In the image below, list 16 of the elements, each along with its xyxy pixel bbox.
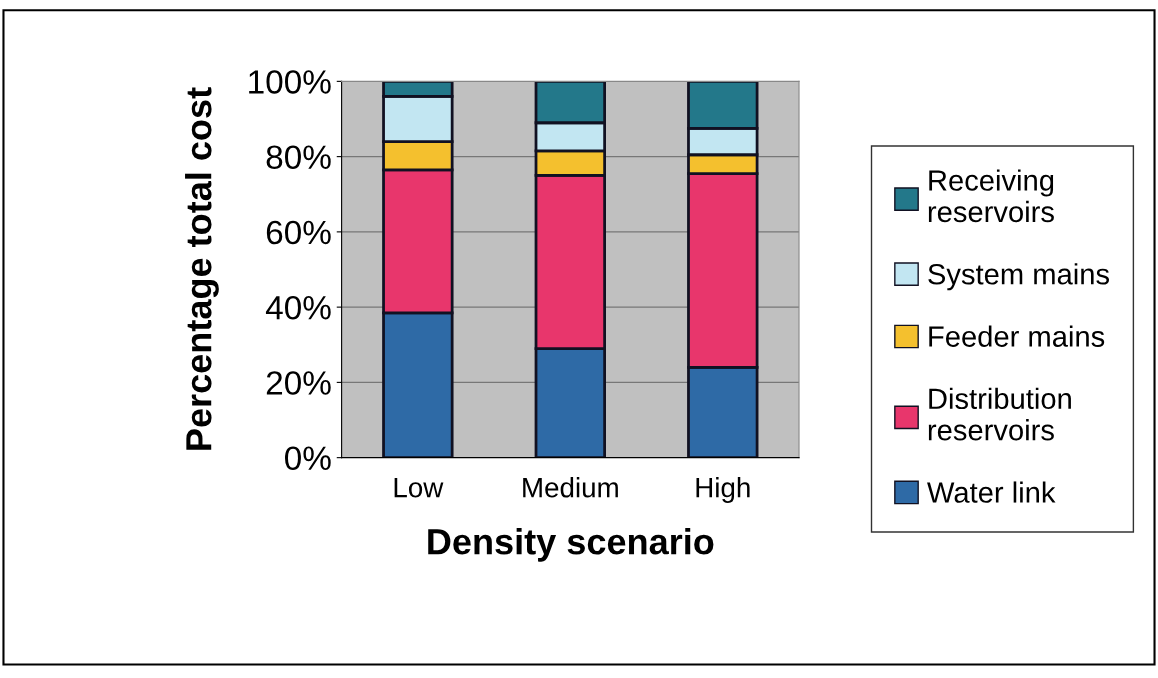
y-tick-label: 40% <box>265 295 331 320</box>
x-tick-label: Low <box>394 478 444 498</box>
y-tick-label: 80% <box>266 145 331 170</box>
y-tick-label: 0% <box>285 446 331 471</box>
y-tick-label: 100% <box>249 70 331 94</box>
legend-label: Receiving reservoirs <box>928 169 1054 223</box>
legend-label: Distribution reservoirs <box>928 387 1071 441</box>
y-tick-label: 20% <box>266 371 331 395</box>
y-axis-title: Percentage total cost <box>185 87 219 450</box>
x-tick-label: Medium <box>523 477 618 498</box>
legend-label: System mains <box>928 263 1110 291</box>
x-axis-title: Density scenario <box>428 527 714 562</box>
y-tick-label: 60% <box>266 220 331 245</box>
legend-label: Water link <box>927 481 1056 503</box>
x-tick-label: High <box>696 477 750 503</box>
legend-label: Feeder mains <box>929 325 1105 347</box>
